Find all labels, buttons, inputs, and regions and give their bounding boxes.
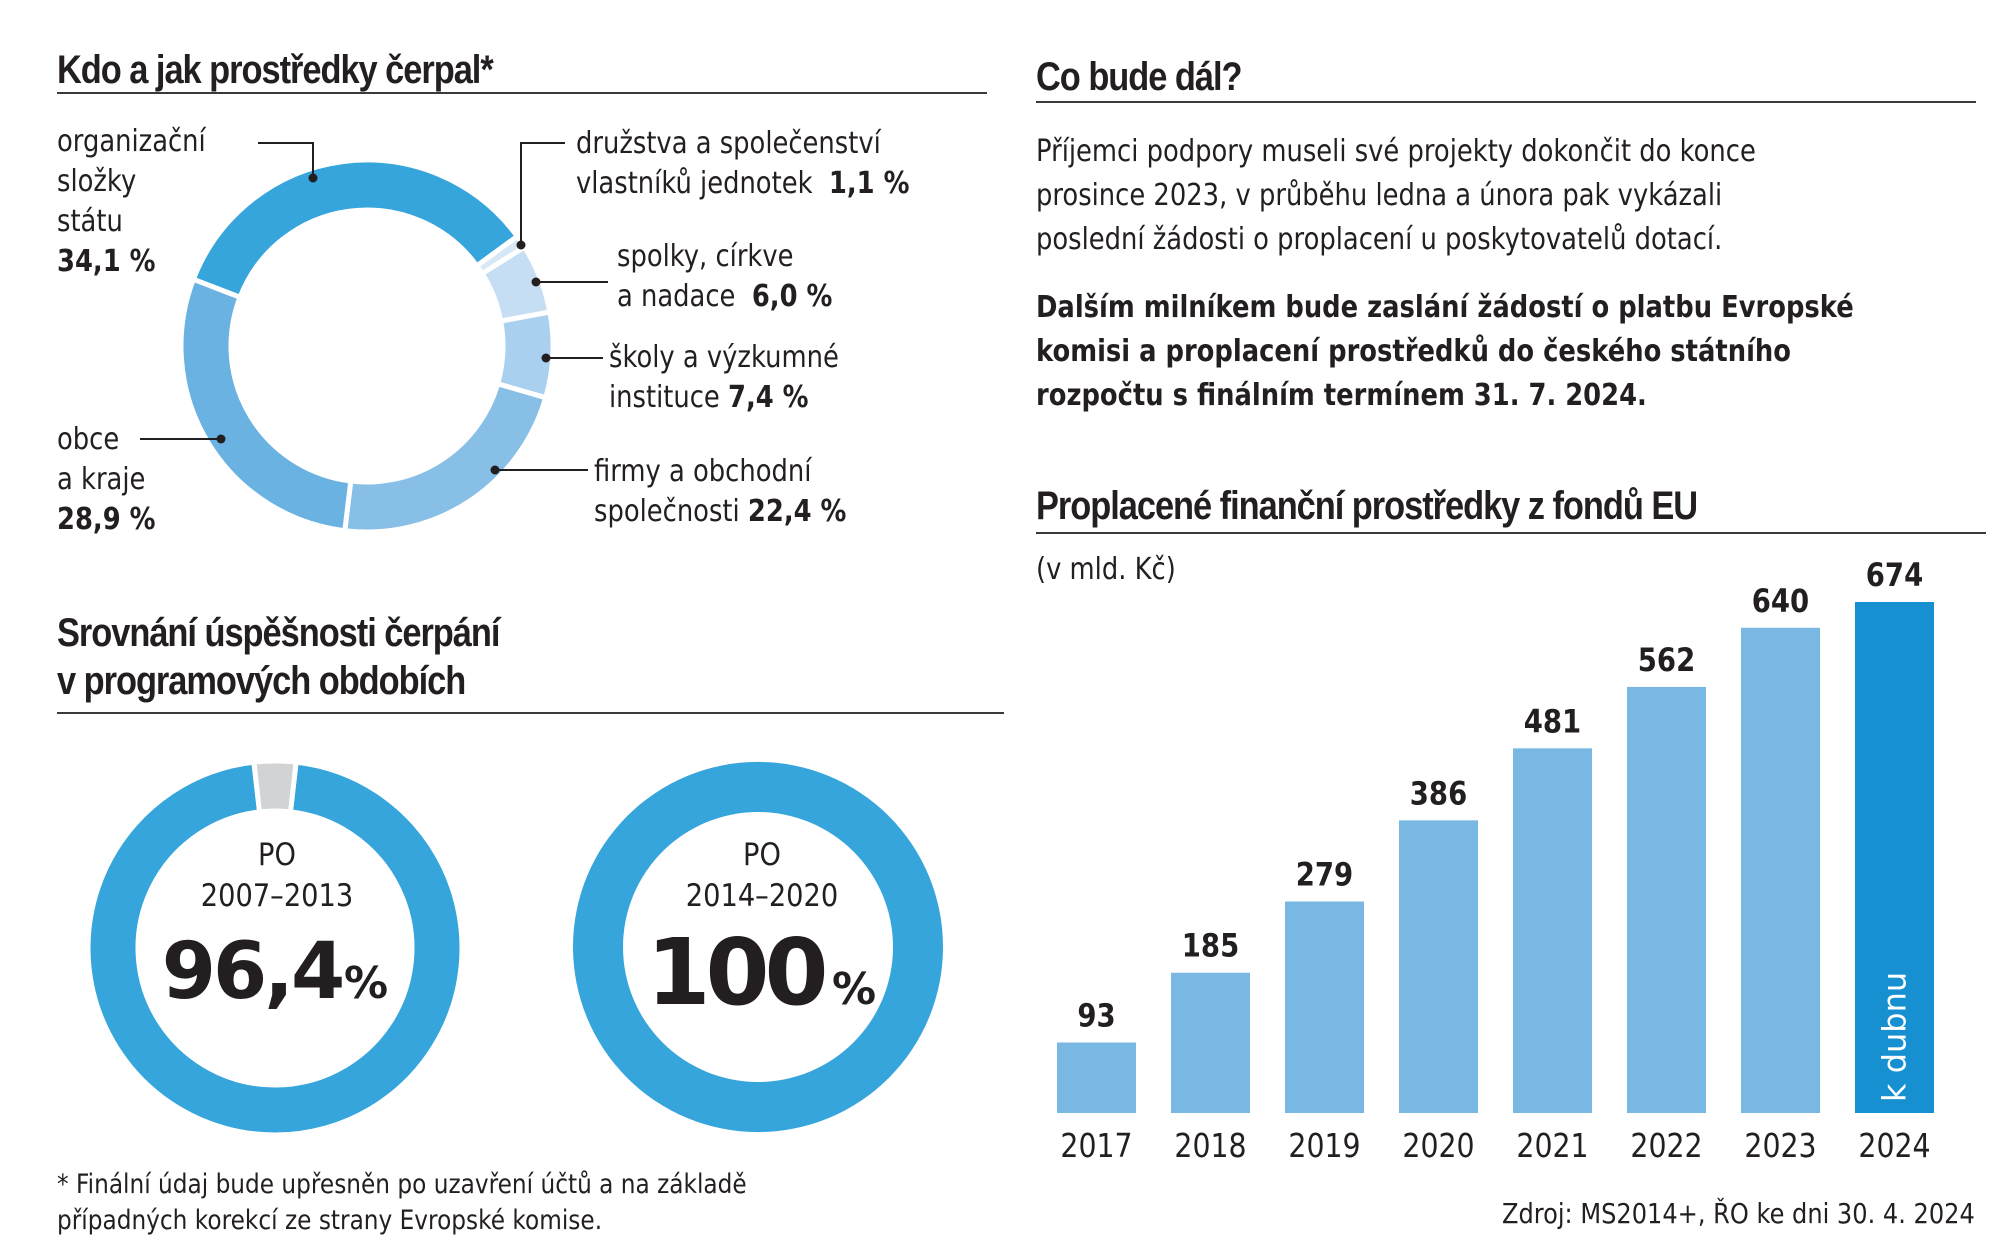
slice-value-organizacni: 34,1 % (57, 244, 156, 279)
paragraph-line-2: prosince 2023, v průběhu ledna a února p… (1036, 178, 1723, 213)
slice-label-spolky: spolky, církve a nadace 6,0 % (617, 239, 833, 314)
bar-2023 (1741, 627, 1820, 1113)
bold-paragraph-line-3: rozpočtu s finálním termínem 31. 7. 2024… (1036, 378, 1647, 413)
bar-value-label-2023: 640 (1752, 583, 1809, 621)
donut-2007-label-line-2: 2007–2013 (201, 877, 353, 913)
reimbursed-funds-bar-chart: 93 2017 185 2018 279 2019 386 2020 481 2021 562 202… (1057, 560, 1934, 1166)
leader-dot-2 (531, 277, 541, 287)
bar-2024 (1855, 602, 1934, 1113)
slice-label-obce: obce a kraje 28,9 % (57, 422, 156, 537)
donut-2014-label-line-2: 2014–2020 (686, 877, 838, 913)
paragraph-line-3: poslední žádosti o proplacení u poskytov… (1036, 222, 1723, 257)
bar-value-label-2018: 185 (1182, 928, 1239, 966)
leader-line-0 (258, 142, 314, 178)
next-steps-rule (1036, 101, 1976, 103)
donut-2007-percent: % (344, 958, 388, 1009)
slice-label-organizacni: organizační složky státu 34,1 % (57, 124, 206, 279)
bar-value-label-2020: 386 (1410, 775, 1467, 813)
slice-label-druzstva: družstva a společenství vlastníků jednot… (576, 126, 910, 201)
donut-section-rule (57, 92, 987, 94)
next-steps-title: Co bude dál? (1036, 55, 1243, 99)
x-tick-label-2024: 2024 (1858, 1127, 1930, 1166)
leader-dot-1 (516, 240, 526, 250)
donut-2007-value: 96,4 (162, 927, 342, 1017)
slice-value-druzstva: 1,1 % (828, 166, 910, 201)
footnote-line-1: * Finální údaj bude upřesněn po uzavření… (57, 1169, 747, 1200)
bold-paragraph-line-1: Dalším milníkem bude zaslání žádostí o p… (1036, 290, 1854, 325)
recipients-donut-chart (140, 142, 608, 535)
slice-value-obce: 28,9 % (57, 502, 156, 537)
leader-dot-3 (541, 353, 551, 363)
bar-value-label-2024: 674 (1866, 560, 1923, 595)
comparison-title-line-2: v programových obdobích (57, 659, 466, 703)
period-donuts: PO 2007–2013 96,4 % PO 2014–2020 100 % (85, 758, 944, 1138)
slice-value-firmy: 22,4 % (747, 494, 847, 529)
bar-chart-unit: (v mld. Kč) (1036, 552, 1176, 587)
bar-2020 (1399, 820, 1478, 1113)
bar-value-label-2021: 481 (1524, 703, 1581, 741)
x-tick-label-2020: 2020 (1402, 1127, 1474, 1166)
bar-2018 (1171, 972, 1250, 1113)
slice-value-skoly: 7,4 % (727, 380, 809, 415)
leader-dot-0 (308, 173, 318, 183)
leader-line-1 (520, 142, 565, 245)
paragraph-line-1: Příjemci podpory museli své projekty dok… (1036, 134, 1756, 169)
bold-paragraph-line-2: komisi a proplacení prostředků do českéh… (1036, 334, 1792, 369)
slice-label-skoly: školy a výzkumné instituce 7,4 % (609, 340, 839, 415)
comparison-rule (57, 712, 1004, 714)
footnote-line-2: případných korekcí ze strany Evropské ko… (57, 1205, 603, 1236)
slice-value-spolky: 6,0 % (751, 279, 833, 314)
x-tick-label-2021: 2021 (1516, 1127, 1588, 1166)
bar-value-label-2022: 562 (1638, 642, 1695, 680)
slice-label-firmy: firmy a obchodní společnosti 22,4 % (594, 454, 847, 529)
x-tick-label-2023: 2023 (1744, 1127, 1816, 1166)
bar-value-label-2017: 93 (1077, 998, 1115, 1036)
x-tick-label-2018: 2018 (1174, 1127, 1246, 1166)
recipients-slice-0 (190, 157, 521, 301)
x-tick-label-2019: 2019 (1288, 1127, 1360, 1166)
period-2007-2013-slice-1 (251, 758, 299, 815)
source-note: Zdroj: MS2014+, ŘO ke dni 30. 4. 2024 (1502, 1197, 1975, 1230)
bar-2017 (1057, 1042, 1136, 1113)
leader-dot-4 (490, 465, 500, 475)
bar-value-label-2019: 279 (1296, 857, 1353, 895)
bar-annotation-2024: k dubnu (1876, 972, 1914, 1102)
comparison-title-line-1: Srovnání úspěšnosti čerpání (57, 611, 500, 655)
donut-2014-value: 100 (646, 919, 824, 1026)
bar-2021 (1513, 748, 1592, 1113)
bar-2022 (1627, 686, 1706, 1113)
bar-chart-title: Proplacené finanční prostředky z fondů E… (1036, 484, 1698, 528)
recipients-slice-4 (342, 380, 549, 535)
bar-chart-rule (1036, 532, 1986, 534)
x-tick-label-2017: 2017 (1060, 1127, 1132, 1166)
donut-section-title: Kdo a jak prostředky čerpal* (57, 48, 494, 92)
recipients-slice-5 (178, 276, 354, 534)
donut-2014-percent: % (832, 964, 876, 1015)
bar-2019 (1285, 901, 1364, 1113)
x-tick-label-2022: 2022 (1630, 1127, 1702, 1166)
donut-2014-label-line-1: PO (743, 836, 781, 872)
leader-dot-5 (216, 434, 226, 444)
period-2007-2013-slice-0 (85, 759, 465, 1138)
donut-2007-label-line-1: PO (258, 836, 296, 872)
